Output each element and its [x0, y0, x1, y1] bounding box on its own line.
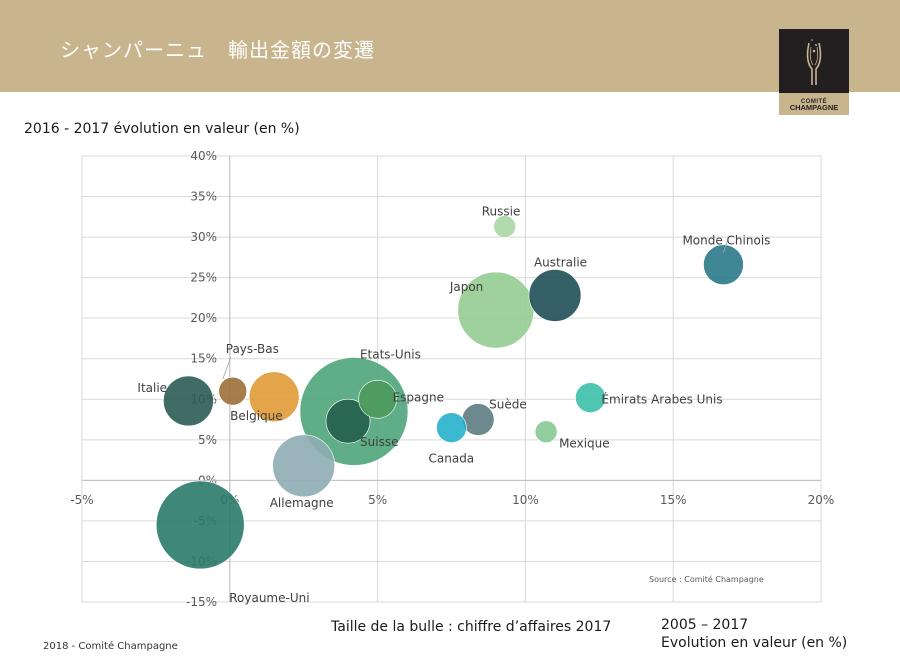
data-label: Pays-Bas [226, 342, 279, 356]
bubble-belgique [248, 371, 300, 423]
y-tick-label: 15% [190, 352, 217, 366]
x-tick-label: 15% [660, 493, 687, 507]
header-band: シャンパーニュ 輸出金額の変遷 [0, 0, 900, 92]
data-label: Monde Chinois [682, 234, 770, 248]
data-label: Italie [137, 381, 167, 395]
x-tick-label: -5% [70, 493, 93, 507]
x-axis-label-line2: Evolution en valeur (en %) [661, 635, 848, 651]
bubble-allemagne [272, 434, 336, 498]
logo-text-line2: CHAMPAGNE [789, 103, 839, 112]
data-label: Russie [482, 205, 521, 219]
data-label: Suisse [360, 435, 398, 449]
logo-text-line1: COMITÉ [800, 99, 828, 105]
champagne-glasses-icon [806, 39, 822, 85]
bubble-italie [163, 375, 214, 427]
y-tick-label: 5% [198, 433, 217, 447]
y-tick-label: 40% [190, 149, 217, 163]
x-tick-label: 5% [368, 493, 387, 507]
comite-champagne-logo: COMITÉ CHAMPAGNE [779, 29, 849, 115]
y-tick-label: -15% [186, 595, 217, 609]
data-label: Japon [449, 280, 483, 294]
leader-line [222, 357, 232, 380]
data-label: Mexique [559, 437, 610, 451]
data-label: Espagne [393, 390, 444, 404]
bubble-canada [436, 412, 467, 443]
data-label: Suède [489, 398, 527, 412]
data-label: Canada [429, 452, 475, 466]
chart-title: 2016 - 2017 évolution en valeur (en %) [24, 121, 300, 137]
y-tick-label: 20% [190, 311, 217, 325]
data-label: Émirats Arabes Unis [601, 392, 722, 407]
data-label: Australie [534, 255, 587, 269]
leader-line [723, 240, 728, 253]
bubble-espagne [358, 379, 397, 419]
x-tick-label: 10% [512, 493, 539, 507]
bubble-suisse [325, 398, 371, 444]
x-tick-label: 20% [808, 493, 835, 507]
source-note: Source : Comité Champagne [649, 574, 764, 584]
bubble-mexique [534, 420, 558, 444]
bubble-royaume-uni [155, 480, 245, 570]
data-label: Allemagne [270, 496, 334, 510]
page-title: シャンパーニュ 輸出金額の変遷 [60, 38, 375, 62]
y-tick-label: 25% [190, 271, 217, 285]
data-label: Belgique [230, 409, 283, 423]
data-label: Royaume-Uni [229, 591, 309, 605]
bubble-russie [493, 215, 517, 238]
bubble-size-caption: Taille de la bulle : chiffre d’affaires … [331, 619, 612, 635]
bubble-pays-bas [218, 376, 248, 406]
y-tick-label: 30% [190, 230, 217, 244]
bubble-monde-chinois [703, 244, 744, 285]
bubble--mirats-arabes-unis [575, 382, 606, 413]
logo-band [779, 93, 849, 115]
y-tick-label: 35% [190, 190, 217, 204]
data-label: Etats-Unis [360, 347, 421, 361]
footer-text: 2018 - Comité Champagne [43, 641, 178, 652]
bubble-australie [528, 269, 582, 322]
x-axis-label-line1: 2005 – 2017 [661, 617, 749, 633]
